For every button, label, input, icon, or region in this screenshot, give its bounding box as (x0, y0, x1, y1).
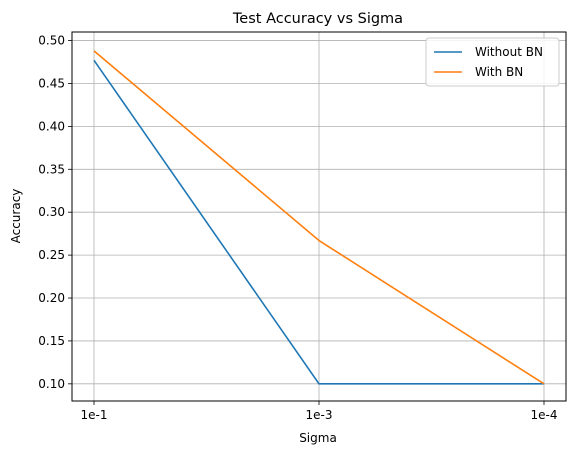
legend-label-with-bn: With BN (475, 65, 523, 79)
legend: Without BN With BN (425, 37, 560, 87)
y-tick-label: 0.50 (38, 34, 65, 48)
y-tick-label: 0.20 (38, 291, 65, 305)
x-tick-label: 1e-3 (306, 408, 333, 422)
y-tick-label: 0.15 (38, 334, 65, 348)
series-line-without-bn (93, 59, 544, 385)
y-axis-title: Accuracy (9, 189, 23, 244)
series-line-with-bn (93, 50, 545, 385)
series-lines (93, 50, 545, 385)
y-tick-label: 0.25 (38, 248, 65, 262)
y-tick-label: 0.40 (38, 119, 65, 133)
y-tick-label: 0.45 (38, 76, 65, 90)
y-tick-label: 0.10 (38, 377, 65, 391)
y-axis-ticks: 0.10 0.15 0.20 0.25 0.30 0.35 0.40 0.45 0.50 (38, 34, 72, 391)
x-axis-title: Sigma (299, 431, 337, 445)
x-tick-label: 1e-4 (531, 408, 558, 422)
y-tick-label: 0.35 (38, 162, 65, 176)
legend-label-without-bn: Without BN (475, 45, 543, 59)
x-axis-ticks: 1e-1 1e-3 1e-4 (81, 401, 558, 422)
x-tick-label: 1e-1 (81, 408, 108, 422)
y-tick-label: 0.30 (38, 205, 65, 219)
chart-title: Test Accuracy vs Sigma (232, 11, 403, 27)
legend-box (425, 37, 560, 87)
